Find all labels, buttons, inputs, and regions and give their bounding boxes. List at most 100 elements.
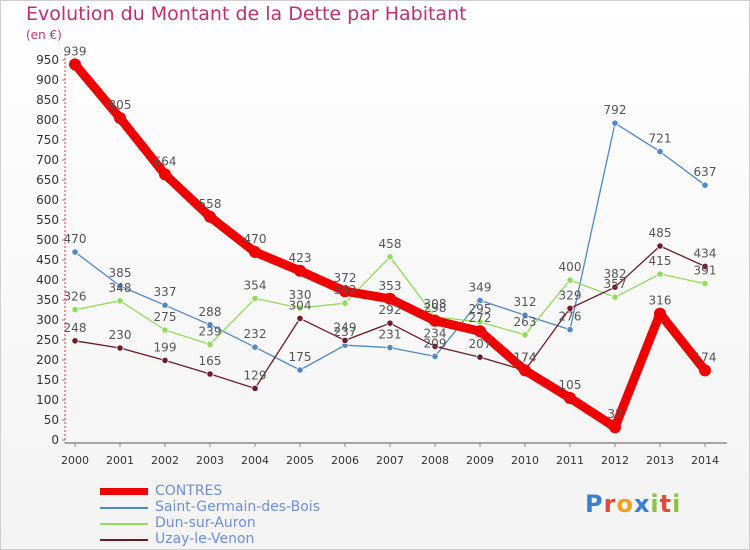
data-point bbox=[386, 253, 394, 261]
logo-letter: r bbox=[603, 490, 617, 518]
data-label: 174 bbox=[514, 350, 537, 364]
data-label: 304 bbox=[289, 298, 312, 312]
data-point bbox=[431, 352, 439, 360]
data-point bbox=[251, 294, 259, 302]
data-point bbox=[564, 392, 576, 404]
data-point bbox=[204, 210, 216, 223]
data-label: 664 bbox=[154, 154, 177, 168]
data-label: 485 bbox=[649, 226, 672, 240]
data-point bbox=[116, 344, 124, 352]
x-tick-label: 2008 bbox=[421, 454, 449, 467]
data-label: 558 bbox=[199, 197, 222, 211]
data-point bbox=[476, 296, 484, 304]
legend-label: CONTRES bbox=[155, 483, 223, 499]
y-tick-label: 650 bbox=[36, 173, 59, 187]
data-point bbox=[71, 248, 79, 256]
data-point bbox=[251, 343, 259, 351]
legend-swatch bbox=[100, 507, 148, 509]
data-point bbox=[609, 421, 621, 434]
data-label: 174 bbox=[514, 350, 537, 364]
data-point bbox=[386, 319, 394, 327]
data-point bbox=[206, 370, 214, 378]
data-label: 175 bbox=[289, 350, 312, 364]
data-label: 470 bbox=[244, 232, 267, 246]
data-label: 337 bbox=[154, 285, 177, 299]
data-label: 326 bbox=[64, 290, 87, 304]
y-tick-label: 200 bbox=[36, 353, 59, 367]
data-point bbox=[474, 325, 486, 338]
legend-label: Dun-sur-Auron bbox=[155, 515, 256, 531]
data-label: 423 bbox=[289, 251, 312, 265]
data-label: 298 bbox=[424, 301, 447, 315]
y-tick-label: 50 bbox=[44, 413, 59, 427]
data-label: 354 bbox=[244, 278, 267, 292]
x-tick-label: 2006 bbox=[331, 454, 359, 467]
data-point bbox=[611, 293, 619, 301]
data-label: 237 bbox=[334, 325, 357, 339]
data-point bbox=[339, 285, 351, 298]
data-label: 207 bbox=[469, 337, 492, 351]
data-point bbox=[251, 384, 259, 392]
data-label: 470 bbox=[64, 232, 87, 246]
data-point bbox=[656, 242, 664, 250]
data-label: 391 bbox=[694, 264, 717, 278]
data-point bbox=[611, 119, 619, 127]
data-point bbox=[161, 326, 169, 334]
data-point bbox=[519, 364, 531, 377]
data-point bbox=[431, 342, 439, 350]
y-tick-label: 800 bbox=[36, 113, 59, 127]
data-point bbox=[521, 311, 529, 319]
y-tick-label: 850 bbox=[36, 93, 59, 107]
y-tick-label: 600 bbox=[36, 193, 59, 207]
data-point bbox=[161, 356, 169, 364]
data-point bbox=[611, 283, 619, 291]
data-label: 330 bbox=[289, 288, 312, 302]
data-label: 209 bbox=[424, 336, 447, 350]
data-label: 234 bbox=[424, 326, 447, 340]
data-point bbox=[206, 321, 214, 329]
y-tick-label: 550 bbox=[36, 213, 59, 227]
y-tick-label: 350 bbox=[36, 293, 59, 307]
data-point bbox=[699, 364, 711, 377]
x-tick-label: 2014 bbox=[691, 454, 719, 467]
y-tick-label: 300 bbox=[36, 313, 59, 327]
y-tick-label: 100 bbox=[36, 393, 59, 407]
x-tick-label: 2007 bbox=[376, 454, 404, 467]
chart-unit-label: (en €) bbox=[26, 28, 62, 42]
data-label: 382 bbox=[604, 267, 627, 281]
data-point bbox=[341, 336, 349, 344]
x-tick-label: 2005 bbox=[286, 454, 314, 467]
data-point bbox=[114, 112, 126, 124]
x-tick-label: 2002 bbox=[151, 454, 179, 467]
logo-letter: x bbox=[633, 490, 651, 518]
data-point bbox=[71, 305, 79, 314]
y-tick-label: 950 bbox=[36, 53, 59, 67]
data-label: 129 bbox=[244, 368, 267, 382]
logo-letter: o bbox=[616, 490, 634, 518]
chart-title: Evolution du Montant de la Dette par Hab… bbox=[26, 3, 467, 25]
data-label: 249 bbox=[334, 320, 357, 334]
data-point bbox=[116, 297, 124, 305]
legend-swatch bbox=[100, 523, 148, 525]
series-saint-germain-des-bois bbox=[71, 119, 709, 374]
data-label: 939 bbox=[64, 44, 87, 58]
data-point bbox=[521, 331, 529, 339]
x-tick-label: 2003 bbox=[196, 454, 224, 467]
x-tick-label: 2013 bbox=[646, 454, 674, 467]
y-tick-label: 900 bbox=[36, 73, 59, 87]
y-tick-label: 0 bbox=[51, 433, 59, 447]
data-point bbox=[384, 292, 396, 305]
data-label: 32 bbox=[607, 407, 622, 421]
data-label: 415 bbox=[649, 254, 672, 268]
data-label: 199 bbox=[154, 340, 177, 354]
logo-letter: t bbox=[659, 490, 673, 518]
data-label: 353 bbox=[379, 279, 402, 293]
data-point bbox=[249, 246, 261, 258]
y-tick-label: 450 bbox=[36, 253, 59, 267]
data-point bbox=[656, 148, 664, 156]
data-point bbox=[296, 366, 304, 374]
data-label: 231 bbox=[379, 328, 402, 342]
data-label: 165 bbox=[199, 354, 222, 368]
data-label: 357 bbox=[604, 277, 627, 291]
data-point bbox=[429, 314, 441, 327]
